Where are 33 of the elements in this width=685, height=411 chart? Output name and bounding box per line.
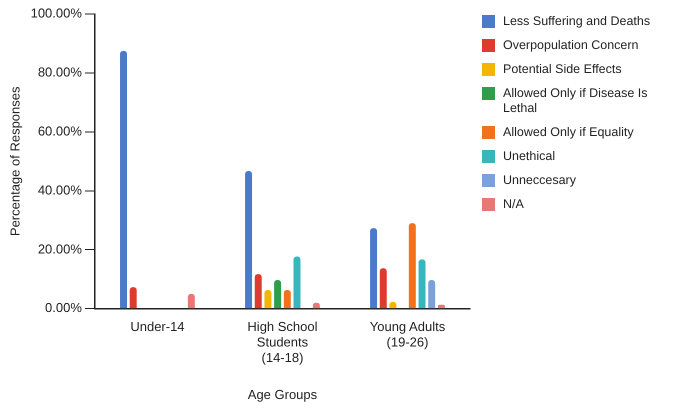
x-tick-label: Young Adults (19-26) [370,318,446,350]
y-tick-label: 100.00% [30,6,82,21]
y-tick-label: 80.00% [38,64,82,80]
y-tick-label: 40.00% [38,182,82,198]
legend-label: Overpopulation Concern [503,38,638,53]
bar [120,50,128,308]
bar [284,290,291,308]
bar [294,256,300,308]
legend-label: Unneccesary [503,173,576,188]
legend-label: Less Suffering and Deaths [503,14,650,29]
bar [188,294,195,308]
legend-label: Unethical [503,149,556,164]
bar [245,171,252,308]
x-tick-label: Under-14 [130,318,185,334]
bar [274,280,282,308]
bar [418,259,426,308]
y-tick-label: 60.00% [38,123,82,138]
y-tick-label: 0.00% [45,300,82,316]
legend-label: N/A [503,197,524,212]
bar [380,268,387,308]
bar [264,290,272,308]
x-tick-label: High School Students (14-18) [247,318,318,366]
bar [408,223,416,308]
legend-label: Allowed Only if Equality [503,125,634,140]
legend-label: Allowed Only if Disease Is Lethal [503,86,649,116]
x-axis-title: Age Groups [248,386,318,402]
y-axis-title: Percentage of Responses [7,86,22,236]
y-tick-label: 20.00% [38,241,82,256]
bar [428,280,436,308]
legend-label: Potential Side Effects [503,62,622,77]
bar [254,274,262,308]
bar [130,287,137,308]
bar [370,228,378,308]
